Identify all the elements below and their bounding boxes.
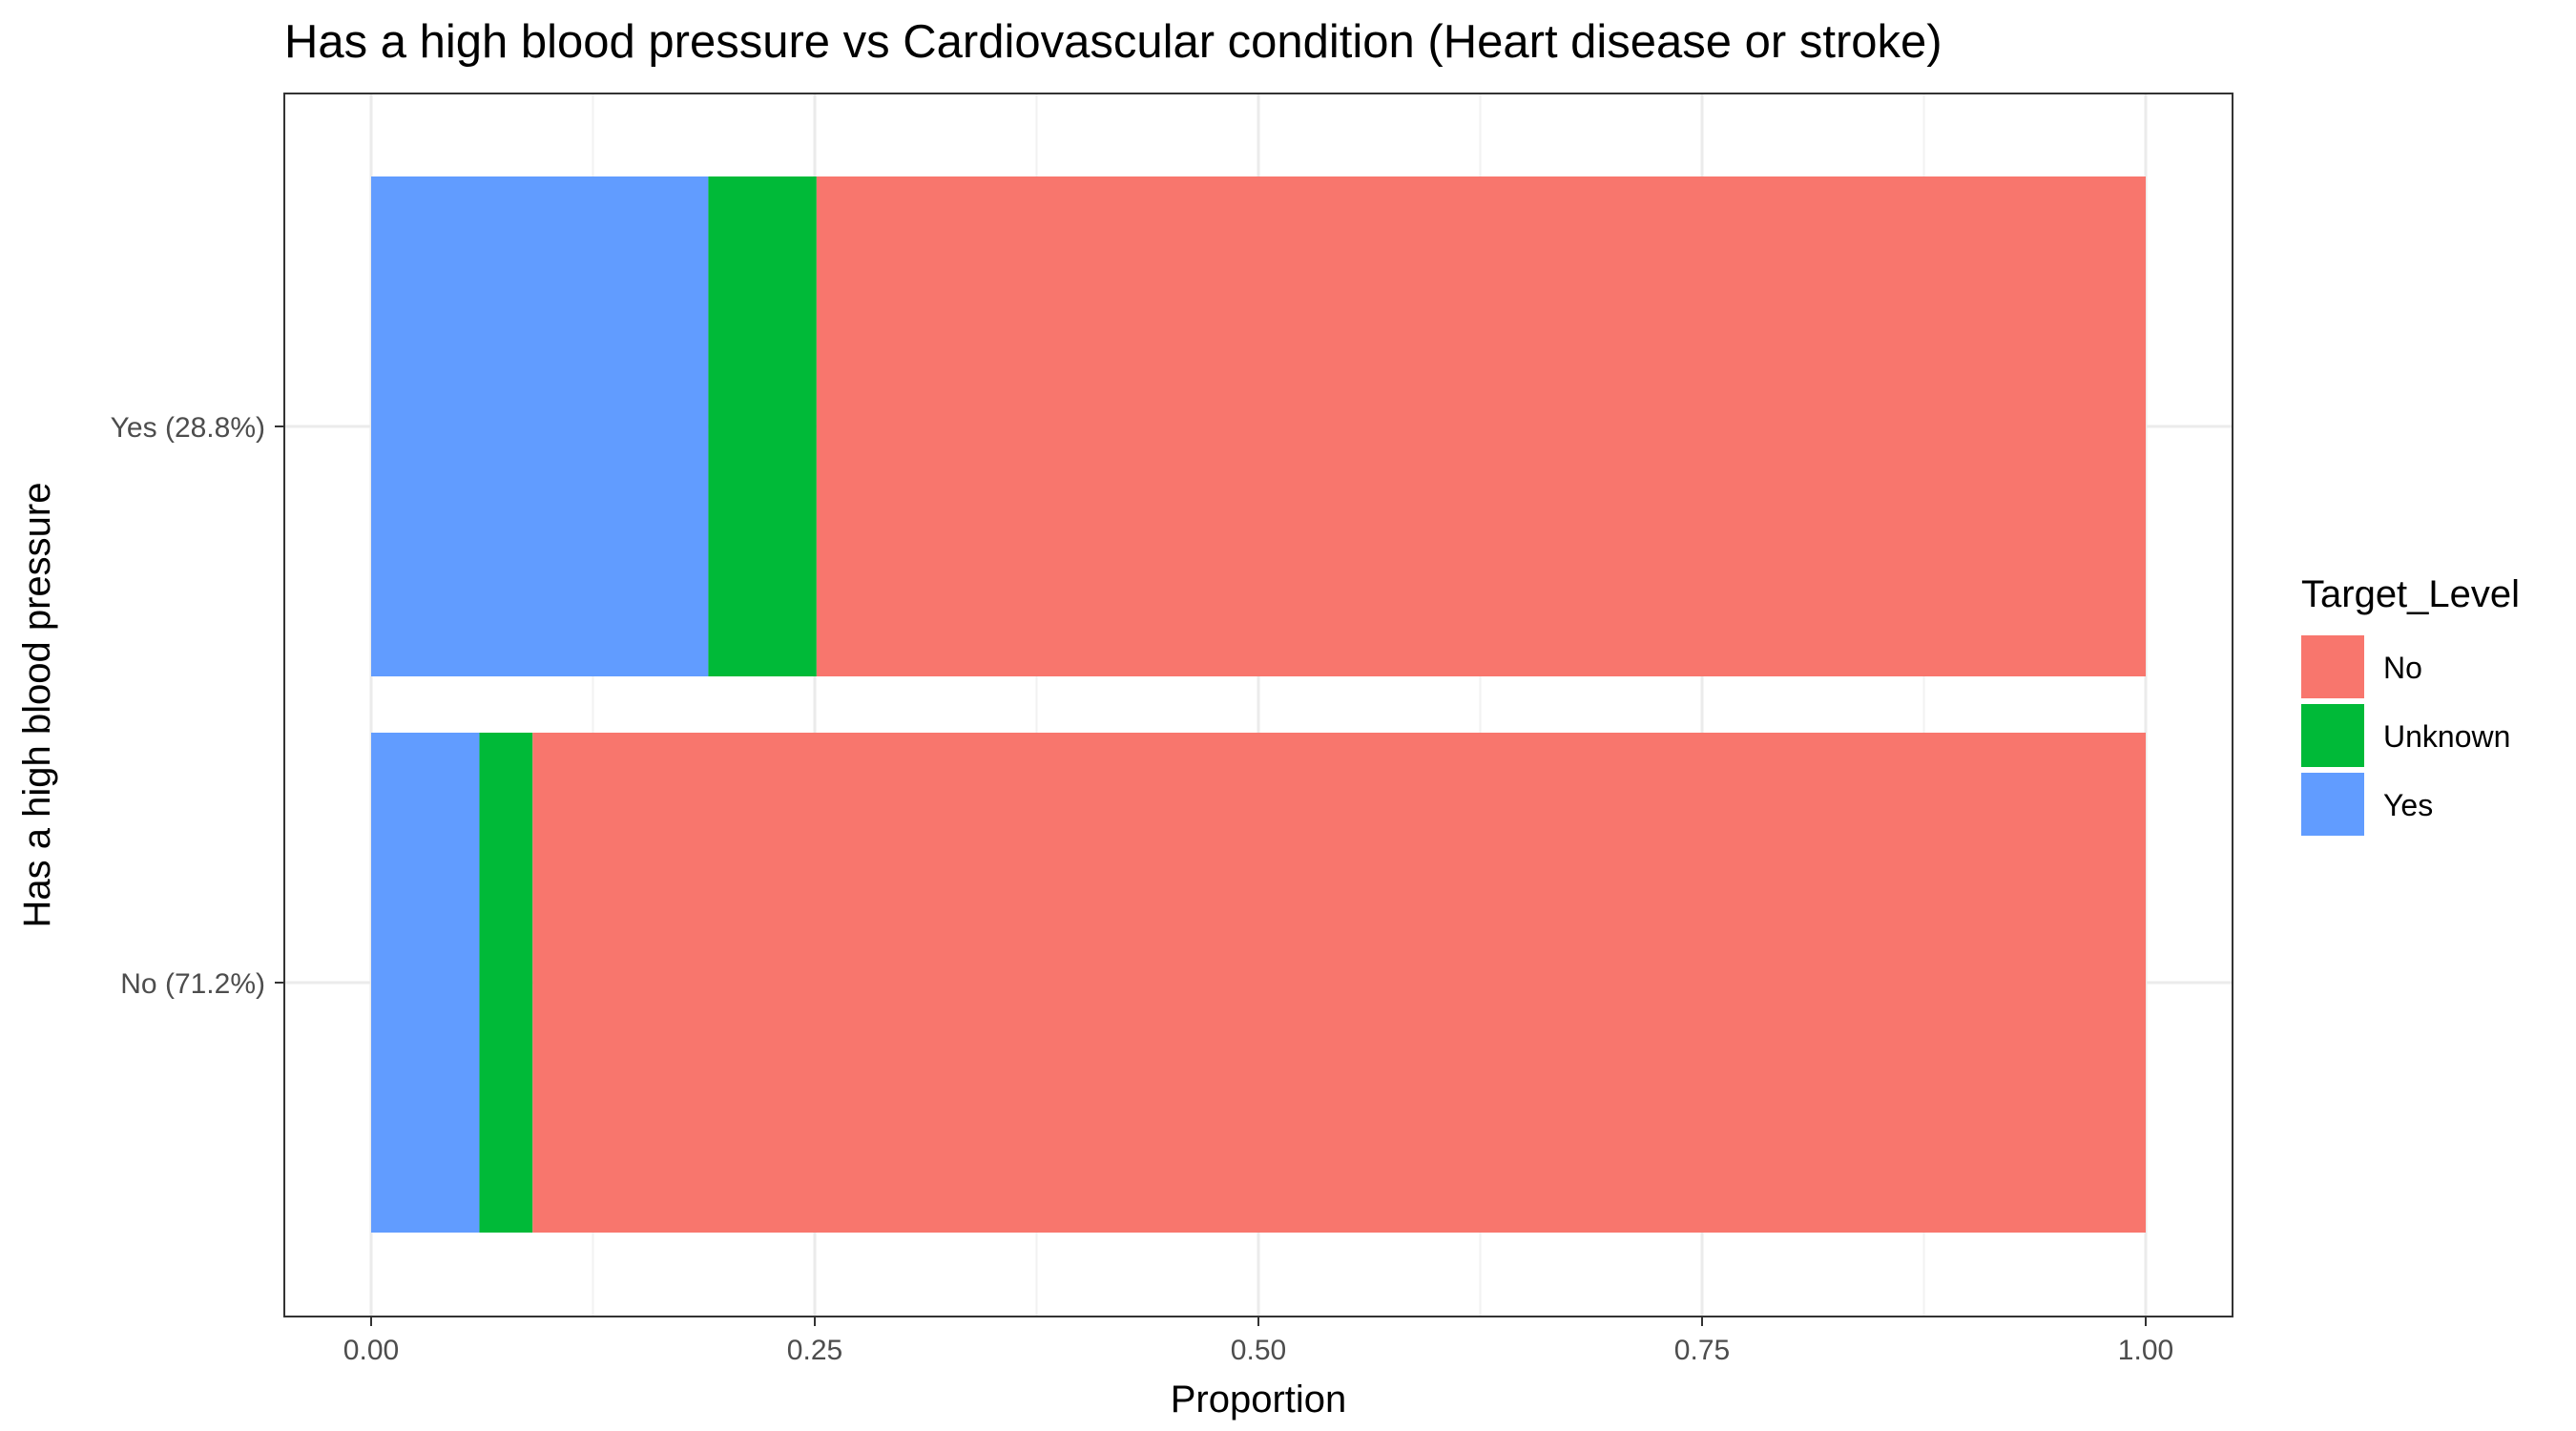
legend-label: Yes (2383, 788, 2433, 822)
y-tick-label: No (71.2%) (120, 968, 265, 1000)
legend-label: Unknown (2383, 719, 2510, 754)
chart-title: Has a high blood pressure vs Cardiovascu… (284, 16, 1942, 68)
bar-segment-unknown (708, 176, 817, 676)
bars (371, 176, 2146, 1233)
bar-segment-no (532, 733, 2146, 1233)
legend-items: No Unknown Yes (2301, 635, 2510, 836)
plot-panel (283, 93, 2233, 1317)
legend-key-unknown (2301, 704, 2364, 767)
y-axis: Yes (28.8%) No (71.2%) (111, 412, 284, 1000)
legend: Target_Level No Unknown Yes (2301, 573, 2520, 836)
bar-segment-yes (371, 733, 480, 1233)
legend-key-no (2301, 635, 2364, 698)
bar-segment-no (816, 176, 2146, 676)
legend-key-yes (2301, 773, 2364, 836)
x-tick-label: 0.25 (787, 1335, 842, 1366)
x-tick-label: 1.00 (2118, 1335, 2173, 1366)
y-tick-label: Yes (28.8%) (111, 412, 265, 444)
legend-title: Target_Level (2301, 573, 2520, 615)
x-axis-title: Proportion (1171, 1379, 1347, 1421)
x-tick-label: 0.50 (1231, 1335, 1286, 1366)
y-axis-title: Has a high blood pressure (16, 483, 58, 928)
x-tick-label: 0.75 (1674, 1335, 1730, 1366)
x-tick-label: 0.00 (343, 1335, 399, 1366)
x-axis: 0.00 0.25 0.50 0.75 1.00 (343, 1317, 2173, 1366)
bar-segment-yes (371, 176, 709, 676)
bar-segment-unknown (479, 733, 533, 1233)
legend-label: No (2383, 651, 2422, 685)
